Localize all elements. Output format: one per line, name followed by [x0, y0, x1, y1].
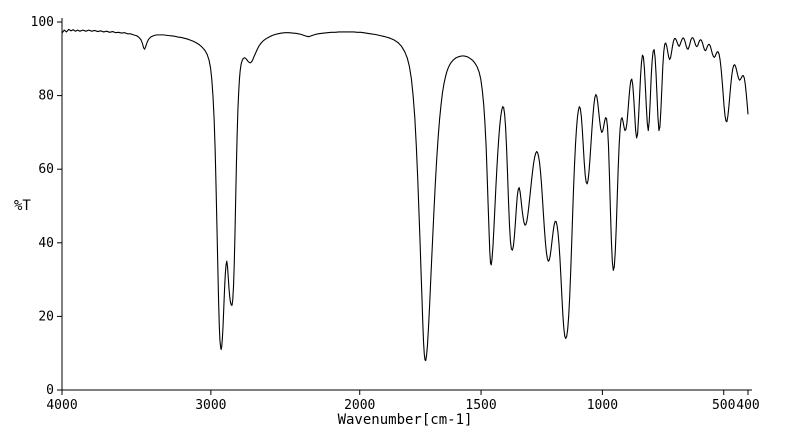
x-tick-label: 3000 — [195, 398, 226, 413]
x-tick-label: 4000 — [46, 398, 77, 413]
x-tick-label: 500 — [712, 398, 735, 413]
y-tick-label: 80 — [38, 89, 54, 104]
x-tick-label: 1000 — [587, 398, 618, 413]
x-axis-label: Wavenumber[cm-1] — [338, 412, 473, 428]
x-tick-label: 1500 — [465, 398, 496, 413]
y-tick-label: 0 — [46, 383, 54, 398]
y-tick-label: 60 — [38, 162, 54, 177]
x-tick-label: 2000 — [344, 398, 375, 413]
y-tick-label: 20 — [38, 309, 54, 324]
y-tick-label: 100 — [31, 15, 54, 30]
y-axis-label: %T — [14, 198, 31, 214]
x-tick-label: 400 — [736, 398, 759, 413]
spectrum-trace — [61, 28, 749, 362]
y-tick-label: 40 — [38, 236, 54, 251]
